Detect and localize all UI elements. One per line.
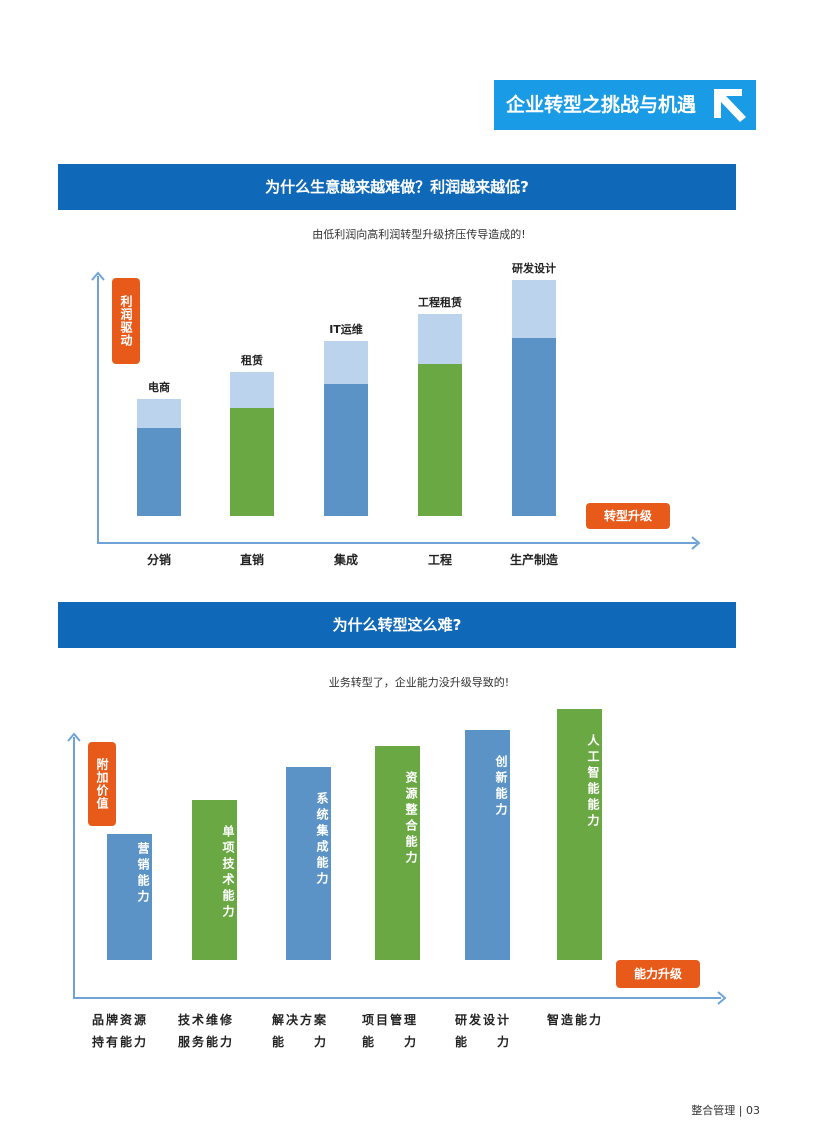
bar-label: 研发设计 (512, 262, 556, 275)
x-tick-label: 集成 (333, 553, 358, 567)
bar-top (512, 280, 556, 338)
bar (557, 709, 602, 960)
x-tick-label: 直销 (239, 553, 264, 567)
bar-top (230, 372, 274, 408)
bar (107, 834, 152, 960)
y-axis-label: 附加价值 (88, 742, 116, 826)
section1-subtitle: 由低利润向高利润转型升级挤压传导造成的! (312, 228, 526, 241)
bar-label: IT运维 (329, 323, 363, 336)
x-tick-label: 分销 (146, 553, 171, 567)
bar-base (324, 384, 368, 516)
x-tick-label: 智造能力 (547, 1013, 604, 1027)
bar-inner-label: 资源整合能力 (404, 771, 418, 867)
section2-title: 为什么转型这么难? (58, 602, 736, 648)
arrow-up-left-icon (714, 89, 746, 122)
bar-inner-label: 人工智能能力 (586, 734, 600, 830)
header-title: 企业转型之挑战与机遇 (506, 94, 697, 116)
x-tick-label: 生产制造 (509, 553, 558, 567)
x-tick-label: 品牌资源 持有能力 (92, 1013, 149, 1049)
bar-label: 电商 (148, 381, 170, 394)
x-tick-label: 研发设计 能 力 (455, 1013, 512, 1049)
bar-label: 工程租赁 (418, 296, 462, 309)
bar (286, 767, 331, 960)
x-axis (73, 997, 721, 999)
y-axis (73, 737, 75, 999)
bar-inner-label: 创新能力 (494, 755, 508, 819)
bar (375, 746, 420, 960)
bar-top (137, 399, 181, 428)
x-axis (97, 542, 697, 544)
bar-base (137, 428, 181, 516)
bar-top (418, 314, 462, 364)
x-axis-label: 转型升级 (586, 503, 670, 529)
section2-subtitle: 业务转型了，企业能力没升级导致的! (328, 676, 510, 689)
x-tick-label: 解决方案 能 力 (272, 1013, 329, 1049)
section1-title: 为什么生意越来越难做？利润越来越低? (58, 164, 736, 210)
y-axis-label: 利润驱动 (112, 278, 140, 364)
bar (192, 800, 237, 960)
header-title-box: 企业转型之挑战与机遇 (494, 80, 756, 130)
y-axis (97, 276, 99, 544)
y-axis-arrow-icon (67, 732, 81, 742)
x-tick-label: 项目管理 能 力 (362, 1013, 419, 1049)
bar (465, 730, 510, 960)
bar-base (512, 338, 556, 516)
bar-inner-label: 营销能力 (136, 842, 150, 906)
x-axis-label: 能力升级 (616, 960, 700, 988)
bar-label: 租赁 (241, 354, 263, 367)
footer-page-number: 整合管理 | 03 (691, 1104, 760, 1117)
bar-inner-label: 单项技术能力 (221, 825, 235, 921)
x-tick-label: 工程 (427, 553, 452, 567)
x-axis-arrow-icon (717, 991, 727, 1005)
bar-top (324, 341, 368, 384)
x-axis-arrow-icon (691, 536, 701, 550)
y-axis-arrow-icon (91, 271, 105, 281)
bar-inner-label: 系统集成能力 (315, 792, 329, 888)
bar-base (418, 364, 462, 516)
x-tick-label: 技术维修 服务能力 (178, 1013, 235, 1049)
bar-base (230, 408, 274, 516)
